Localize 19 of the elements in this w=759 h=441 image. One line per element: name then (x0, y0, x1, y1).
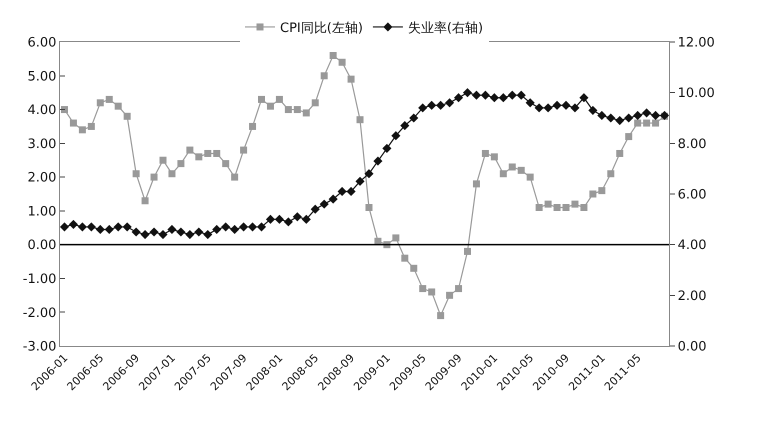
legend-label: 失业率(右轴) (408, 20, 484, 36)
y2-tick-label: 2.00 (678, 288, 707, 304)
y2-tick-label: 4.00 (678, 238, 707, 254)
y2-tick-label: 0.00 (678, 340, 707, 355)
legend-label: CPI同比(左轴) (280, 21, 363, 36)
y-tick-label: 6.00 (27, 36, 56, 51)
y-tick-label: 2.00 (27, 170, 56, 186)
y-tick-label: -2.00 (22, 306, 56, 321)
y-tick-label: 1.00 (27, 204, 56, 220)
y-tick-label: 0.00 (27, 238, 56, 254)
y-tick-label: -1.00 (22, 272, 56, 287)
y2-tick-label: 6.00 (678, 188, 707, 203)
y2-tick-label: 12.00 (678, 36, 715, 51)
y-tick-label: 3.00 (27, 136, 56, 152)
y2-tick-label: 10.00 (678, 86, 715, 102)
y-tick-label: 5.00 (27, 69, 56, 84)
y-tick-label: 4.00 (27, 103, 56, 118)
y2-tick-label: 8.00 (678, 136, 707, 152)
y-tick-label: -3.00 (22, 340, 56, 355)
